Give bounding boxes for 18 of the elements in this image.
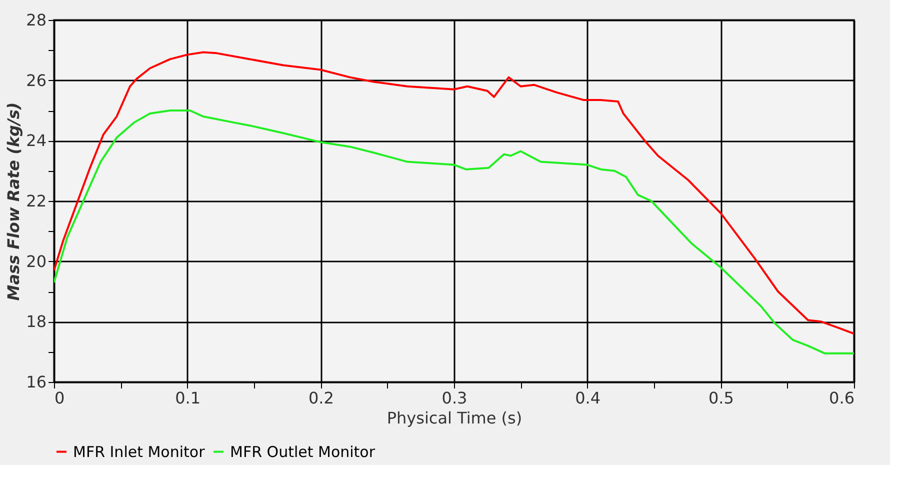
x-tick-label: 0.6 — [829, 388, 854, 408]
legend-label: MFR Outlet Monitor — [230, 442, 376, 461]
legend-label: MFR Inlet Monitor — [73, 442, 206, 461]
y-tick-label: 28 — [26, 10, 46, 30]
y-axis-title: Mass Flow Rate (kg/s) — [4, 102, 24, 301]
x-tick-label: 0.2 — [308, 388, 334, 408]
x-tick-label: 0.5 — [708, 388, 734, 408]
x-tick-label: 0.1 — [175, 388, 201, 408]
y-tick-label: 16 — [26, 372, 46, 392]
x-axis-title: Physical Time (s) — [386, 408, 522, 428]
y-tick-label: 26 — [26, 70, 46, 90]
x-tick-label: 0.4 — [575, 388, 601, 408]
y-tick-label: 20 — [26, 252, 46, 271]
y-tick-label: 24 — [26, 131, 46, 150]
x-tick-label: 0 — [54, 388, 65, 408]
y-tick-label: 22 — [26, 192, 46, 210]
y-tick-label: 18 — [26, 312, 46, 332]
x-tick-label: 0.3 — [442, 388, 468, 408]
